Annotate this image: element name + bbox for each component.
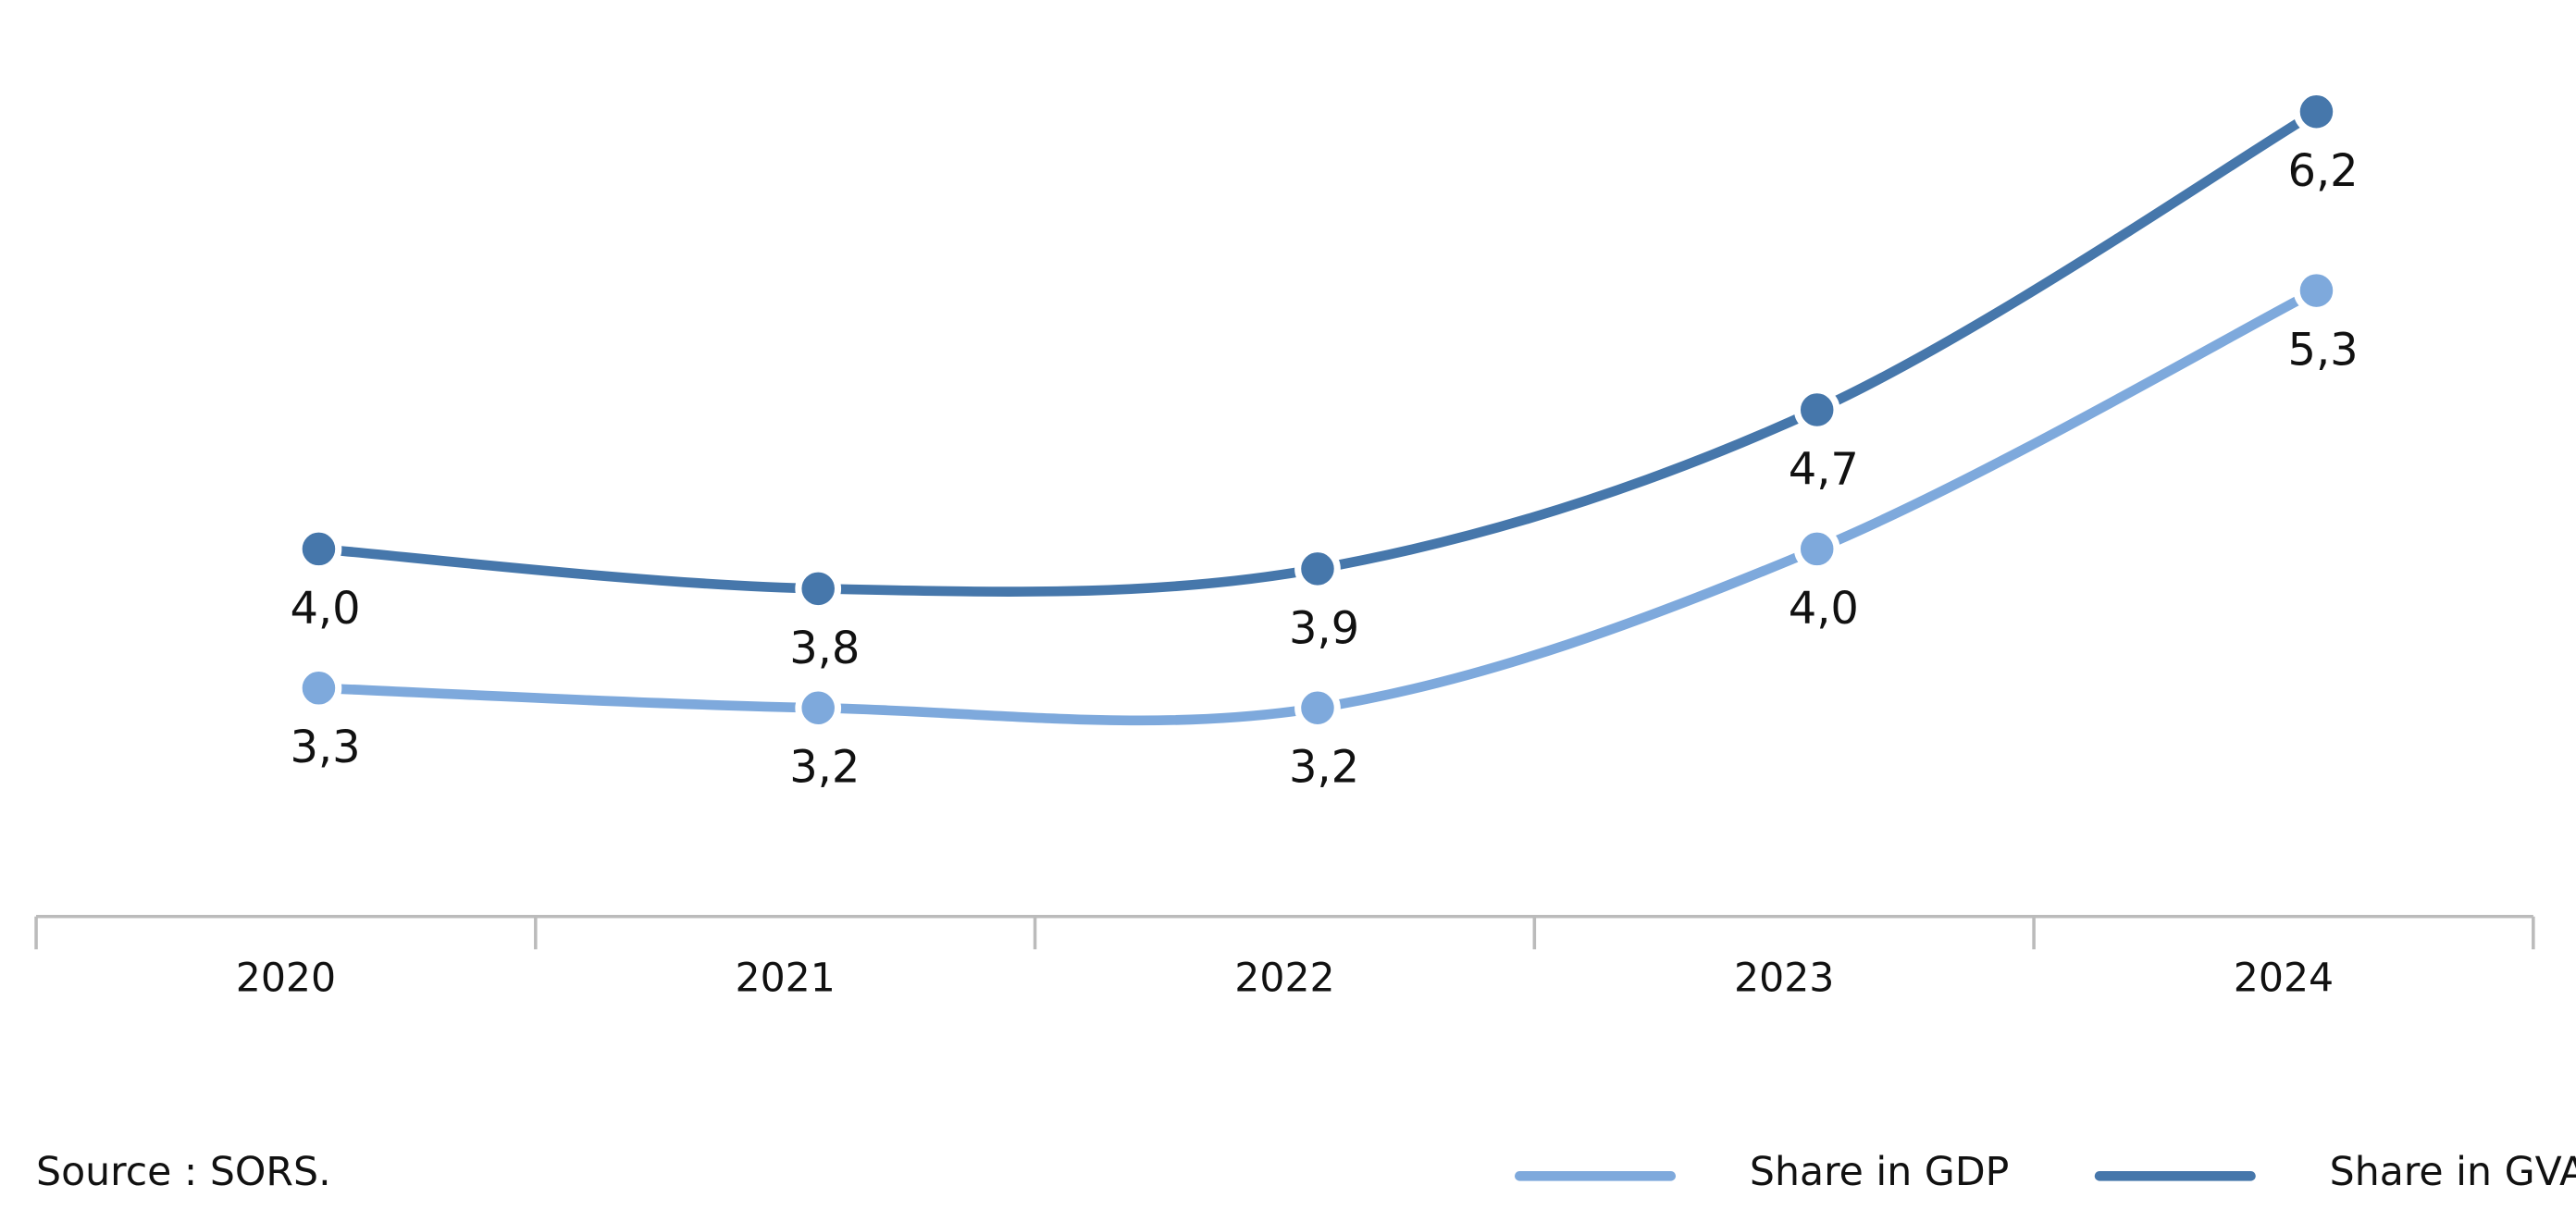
data-label: 4,0 [1789, 584, 1859, 635]
data-label: 4,7 [1789, 444, 1859, 495]
data-label: 3,2 [1289, 743, 1359, 794]
data-point [795, 685, 842, 732]
data-point [795, 565, 842, 612]
data-label: 3,9 [1289, 603, 1359, 654]
data-point [1793, 525, 1840, 573]
data-point [295, 525, 342, 573]
data-label: 4,0 [290, 584, 360, 635]
data-point [1793, 387, 1840, 433]
legend-label: Share in GVA [2330, 1149, 2576, 1195]
x-tick-label: 2023 [1734, 955, 1834, 1001]
data-point [295, 664, 342, 711]
series-line [314, 106, 2322, 597]
data-point [1294, 685, 1341, 732]
data-label: 3,3 [290, 722, 360, 773]
x-tick-label: 2024 [2234, 955, 2334, 1001]
data-label: 5,3 [2287, 326, 2358, 376]
x-tick-label: 2020 [236, 955, 336, 1001]
data-label: 3,2 [789, 743, 860, 794]
x-tick-label: 2022 [1234, 955, 1334, 1001]
data-point [1294, 546, 1341, 592]
data-label: 6,2 [2287, 146, 2358, 197]
data-point [2293, 267, 2340, 314]
legend-label: Share in GDP [1750, 1149, 2009, 1195]
data-label: 3,8 [789, 623, 860, 674]
source-note: Source : SORS. [36, 1149, 331, 1195]
data-point [2293, 88, 2340, 135]
x-tick-label: 2021 [735, 955, 835, 1001]
series-line [314, 285, 2322, 726]
